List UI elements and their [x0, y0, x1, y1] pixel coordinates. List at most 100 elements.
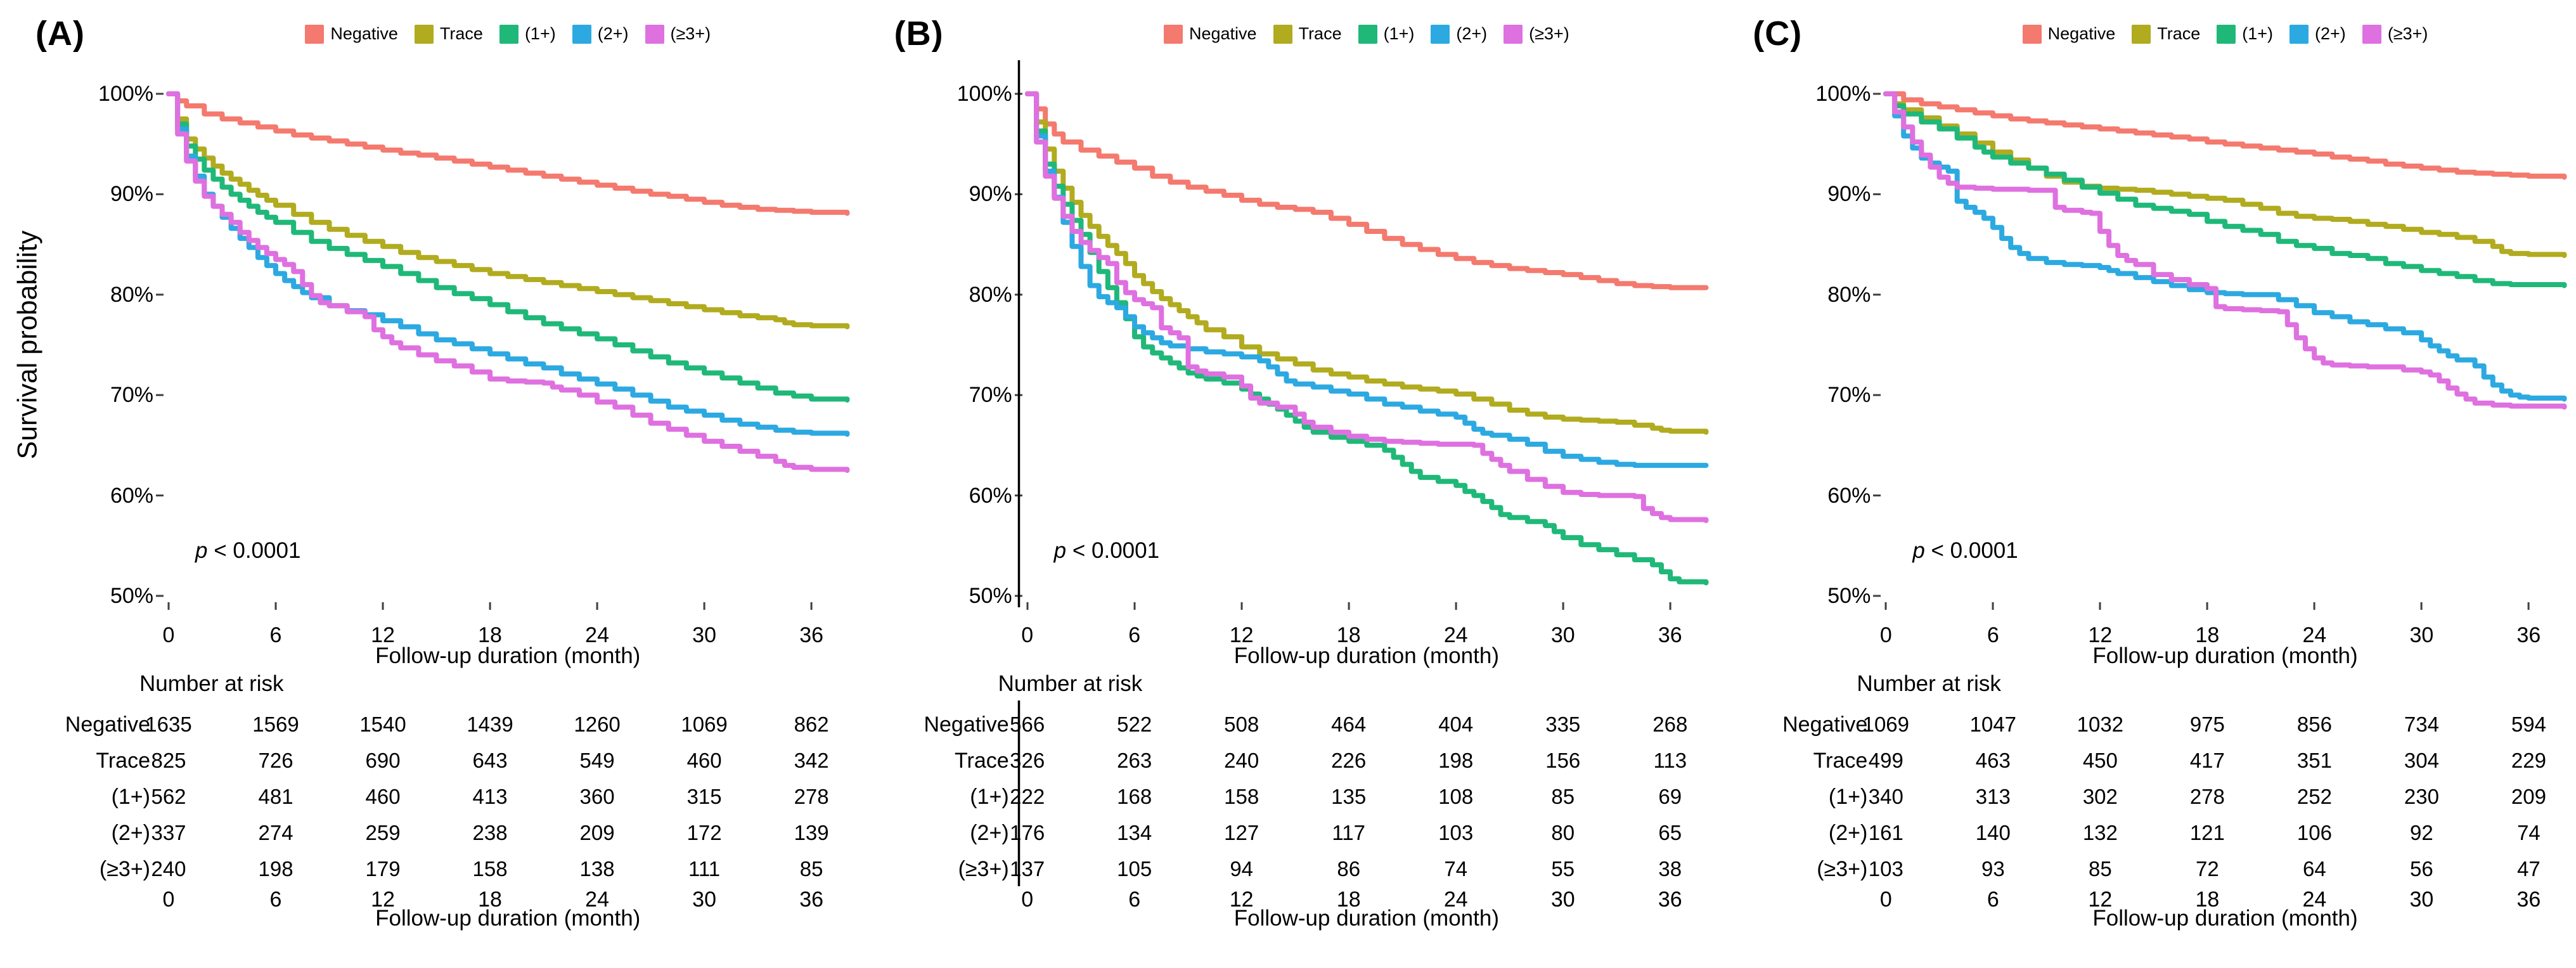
risk-count: 1540 [359, 713, 406, 736]
p-value-symbol: p [1053, 538, 1067, 563]
risk-count: 134 [1117, 821, 1152, 844]
legend-label: Negative [330, 24, 398, 43]
legend-swatch-icon [2132, 24, 2151, 44]
legend-item: (2+) [572, 24, 629, 44]
risk-table-header: Number at risk [139, 671, 284, 696]
legend-item: (≥3+) [2362, 24, 2428, 44]
risk-count: 856 [2296, 713, 2332, 736]
risk-count: 975 [2189, 713, 2225, 736]
risk-count: 140 [1975, 821, 2011, 844]
survival-plot-A [156, 91, 850, 610]
risk-count: 1635 [145, 713, 192, 736]
risk-count: 168 [1117, 785, 1152, 808]
y-tick-label: 50% [110, 584, 153, 608]
risk-axis-tick-label: 18 [1336, 887, 1361, 912]
risk-count: 351 [2296, 749, 2332, 772]
x-tick-label: 18 [478, 623, 502, 647]
risk-count: 230 [2404, 785, 2439, 808]
legend-label: (2+) [1456, 24, 1488, 43]
risk-table-header: Number at risk [1857, 671, 2001, 696]
risk-count: 56 [2410, 857, 2433, 881]
risk-count: 726 [258, 749, 293, 772]
legend-label: Trace [2157, 24, 2201, 43]
risk-count: 340 [1868, 785, 1903, 808]
legend-label: (1+) [2242, 24, 2274, 43]
legend-swatch-icon [2362, 24, 2381, 44]
x-tick-label: 12 [1229, 623, 1254, 647]
legend: Negative Trace (1+) (2+) (≥3+) [1886, 24, 2564, 44]
x-tick-label: 30 [2409, 623, 2434, 647]
y-tick-label: 70% [110, 383, 153, 408]
risk-count: 179 [365, 857, 401, 881]
survival-curve-4 [1883, 91, 2567, 402]
survival-curve-2 [166, 91, 850, 330]
panel-label: (B) [894, 15, 944, 53]
y-tick-label: 50% [969, 584, 1012, 608]
risk-axis-tick-label: 36 [1658, 887, 1682, 912]
y-tick-label: 100% [1815, 82, 1871, 106]
risk-count: 103 [1438, 821, 1474, 844]
risk-count: 337 [151, 821, 186, 844]
risk-row-label: Trace [1813, 749, 1868, 773]
legend-item: (1+) [1358, 24, 1414, 44]
y-tick-label: 80% [969, 282, 1012, 307]
risk-row-label: Trace [955, 749, 1009, 773]
risk-count: 643 [472, 749, 508, 772]
risk-row-label: (≥3+) [1817, 857, 1868, 881]
risk-count: 460 [365, 785, 401, 808]
panel-A: (A) Negative Trace (1+) (2+) (≥3+) Survival pr… [0, 0, 859, 968]
risk-count: 111 [688, 857, 721, 881]
legend-label: (2+) [597, 24, 629, 43]
risk-row-label: Negative [1782, 713, 1868, 737]
risk-count: 304 [2404, 749, 2439, 772]
legend-swatch-icon [2217, 24, 2236, 44]
risk-count: 566 [1010, 713, 1045, 736]
risk-count: 229 [2511, 749, 2546, 772]
risk-row-label: (2+) [111, 821, 150, 845]
risk-count: 1569 [252, 713, 299, 736]
panel-C: (C) Negative Trace (1+) (2+) (≥3+) 100% 90% 80% 7… [1717, 0, 2576, 968]
risk-count: 80 [1551, 821, 1575, 844]
p-value-symbol: p [1912, 538, 1925, 563]
legend-label: (≥3+) [670, 24, 711, 43]
survival-curve-4 [1024, 91, 1709, 468]
legend-label: Negative [2047, 24, 2116, 43]
risk-count: 132 [2082, 821, 2118, 844]
risk-axis-tick-label: 24 [2302, 887, 2327, 912]
risk-count: 1439 [467, 713, 513, 736]
legend-item: (1+) [2217, 24, 2273, 44]
survival-curve-5 [166, 91, 850, 473]
risk-count: 47 [2517, 857, 2541, 881]
risk-axis-tick-label: 12 [1229, 887, 1254, 912]
p-value-text: < 0.0001 [1924, 538, 2018, 563]
risk-axis-tick-label: 12 [371, 887, 395, 912]
survival-curve-2 [1883, 91, 2567, 258]
risk-count: 278 [2189, 785, 2225, 808]
x-tick-label: 24 [2302, 623, 2327, 647]
x-tick-label: 0 [162, 623, 175, 647]
p-value-text: < 0.0001 [207, 538, 301, 563]
y-tick-label: 70% [969, 383, 1012, 408]
risk-count: 862 [794, 713, 829, 736]
risk-count: 342 [794, 749, 829, 772]
risk-count: 1069 [681, 713, 728, 736]
risk-count: 1032 [2077, 713, 2124, 736]
risk-axis-tick-label: 24 [1443, 887, 1468, 912]
risk-count: 117 [1332, 821, 1366, 844]
legend-label: Trace [1298, 24, 1342, 43]
risk-count: 127 [1224, 821, 1259, 844]
risk-count: 74 [2517, 821, 2541, 844]
risk-axis-title: Follow-up duration (month) [1233, 906, 1499, 931]
risk-row-label: (1+) [111, 785, 150, 809]
risk-count: 1069 [1862, 713, 1910, 736]
survival-curve-1 [166, 91, 850, 216]
risk-count: 158 [472, 857, 508, 881]
legend-swatch-icon [1504, 24, 1523, 44]
risk-count: 65 [1658, 821, 1682, 844]
risk-count: 161 [1868, 821, 1903, 844]
y-tick-label: 60% [1827, 483, 1871, 508]
legend-label: (2+) [2315, 24, 2346, 43]
risk-count: 268 [1652, 713, 1688, 736]
risk-count: 55 [1551, 857, 1575, 881]
y-tick-label: 90% [1827, 182, 1871, 207]
